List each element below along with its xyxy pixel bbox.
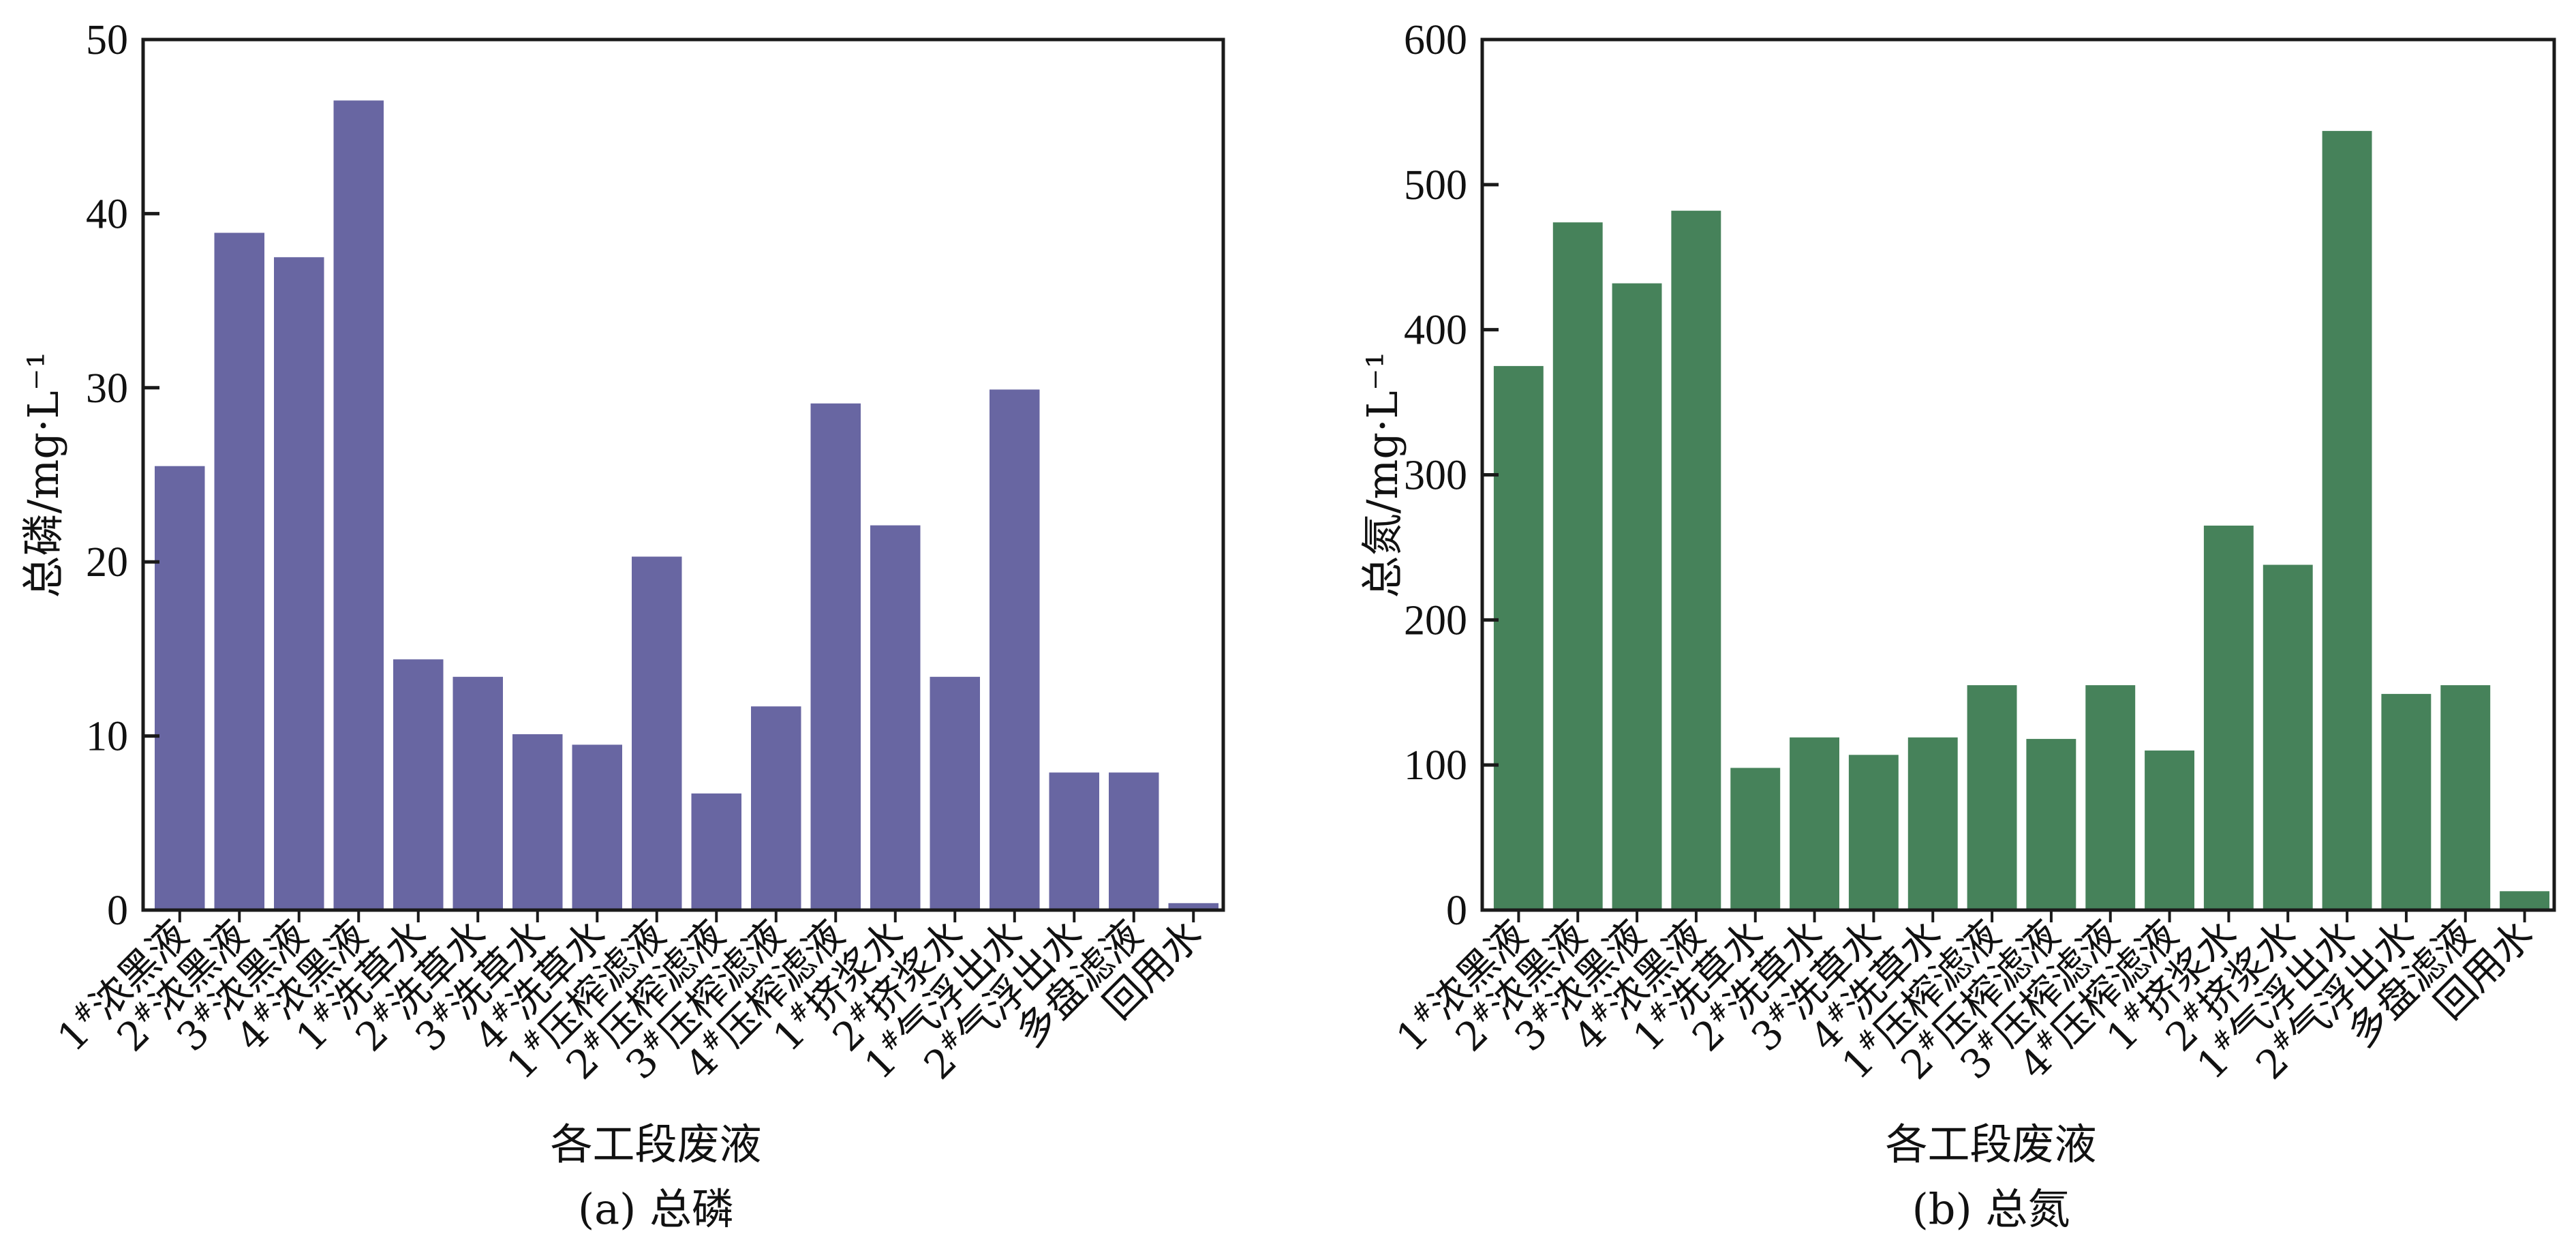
y-tick-label: 50 bbox=[86, 17, 128, 63]
bar bbox=[512, 734, 563, 910]
y-tick-label: 100 bbox=[1404, 742, 1467, 789]
bar bbox=[214, 232, 264, 910]
bar bbox=[751, 706, 801, 910]
bar bbox=[1109, 772, 1159, 910]
x-axis-label: 各工段废液 bbox=[550, 1119, 761, 1169]
bar bbox=[1848, 755, 1899, 910]
x-axis-label: 各工段废液 bbox=[1885, 1119, 2096, 1169]
bar bbox=[2500, 891, 2549, 910]
bar bbox=[274, 257, 324, 911]
y-tick-label: 10 bbox=[86, 714, 128, 760]
bar bbox=[1049, 772, 1099, 910]
y-tick-label: 30 bbox=[86, 365, 128, 412]
bar bbox=[1671, 211, 1721, 911]
y-tick-label: 300 bbox=[1404, 453, 1467, 499]
bar bbox=[2263, 564, 2313, 910]
y-tick-label: 600 bbox=[1404, 17, 1467, 63]
bar bbox=[632, 556, 682, 910]
y-axis-label: 总氮/mg·L⁻¹ bbox=[1358, 352, 1407, 599]
bar bbox=[453, 676, 503, 910]
bar bbox=[1790, 737, 1839, 910]
bar bbox=[1907, 737, 1958, 910]
bar bbox=[1730, 768, 1781, 910]
bar bbox=[870, 525, 921, 910]
bar bbox=[2322, 131, 2372, 911]
bar bbox=[1168, 903, 1218, 910]
bar bbox=[1612, 283, 1662, 911]
bar bbox=[2203, 526, 2254, 910]
bar bbox=[691, 793, 741, 910]
bar bbox=[810, 403, 861, 910]
bar bbox=[155, 466, 205, 910]
bar bbox=[572, 744, 622, 910]
chart-panel-2: 01002003004005006001#浓黑液2#浓黑液3#浓黑液4#浓黑液1… bbox=[1358, 17, 2556, 1234]
chart-panel-1: 010203040501#浓黑液2#浓黑液3#浓黑液4#浓黑液1#洗草水2#洗草… bbox=[18, 17, 1225, 1234]
y-tick-label: 20 bbox=[86, 539, 128, 586]
bar bbox=[2381, 693, 2432, 910]
bar bbox=[393, 659, 444, 910]
y-tick-label: 40 bbox=[86, 191, 128, 237]
plot-frame bbox=[141, 37, 1225, 912]
bar bbox=[2440, 685, 2491, 910]
panel-caption: (b) 总氮 bbox=[1912, 1184, 2070, 1234]
y-tick-label: 0 bbox=[1446, 888, 1467, 934]
y-tick-label: 200 bbox=[1404, 597, 1467, 644]
y-axis-label: 总磷/mg·L⁻¹ bbox=[18, 352, 68, 599]
y-tick-label: 500 bbox=[1404, 162, 1467, 209]
panel-caption: (a) 总磷 bbox=[578, 1184, 734, 1234]
y-tick-label: 400 bbox=[1404, 307, 1467, 354]
bar bbox=[2145, 750, 2194, 910]
bar bbox=[930, 676, 980, 910]
bar bbox=[2085, 685, 2136, 910]
bar bbox=[2026, 738, 2076, 910]
bar bbox=[1493, 365, 1544, 910]
y-tick-label: 0 bbox=[107, 888, 128, 934]
bar bbox=[333, 100, 384, 910]
bar bbox=[990, 389, 1040, 910]
bar bbox=[1967, 685, 2017, 910]
bar bbox=[1552, 222, 1603, 910]
